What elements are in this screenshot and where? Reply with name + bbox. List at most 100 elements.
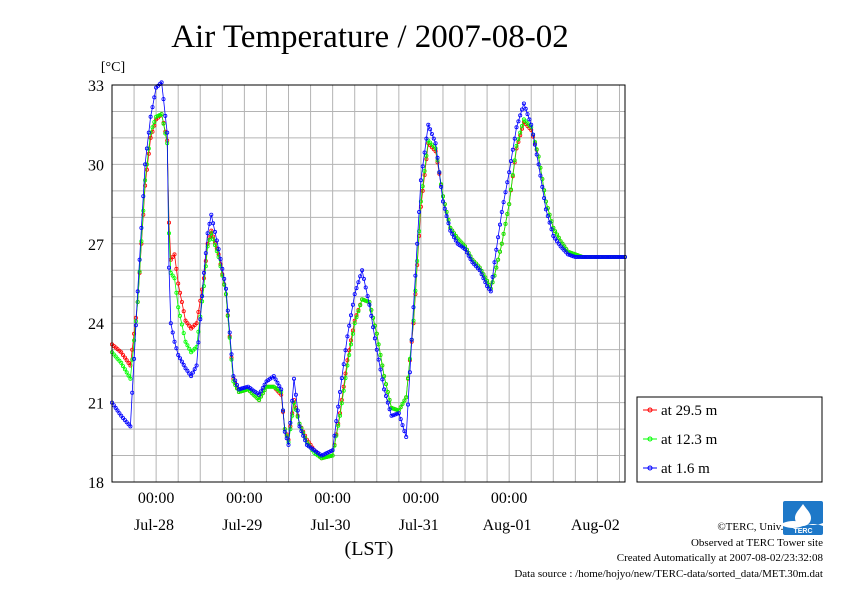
observed-site-text: Observed at TERC Tower site xyxy=(690,536,823,549)
data-point xyxy=(328,453,333,458)
legend-label: at 1.6 m xyxy=(661,461,710,477)
data-point xyxy=(356,280,361,285)
data-point xyxy=(404,434,409,439)
data-point xyxy=(569,253,574,258)
data-point xyxy=(284,436,289,441)
data-point xyxy=(159,112,164,117)
data-point xyxy=(244,385,249,390)
data-point xyxy=(512,136,517,141)
data-point xyxy=(176,305,181,310)
data-point xyxy=(440,194,445,199)
data-point xyxy=(365,299,370,304)
data-point xyxy=(269,384,274,389)
data-point xyxy=(420,184,425,189)
data-point xyxy=(582,254,587,259)
x-date-label: Jul-28 xyxy=(134,517,174,534)
data-point xyxy=(547,220,552,225)
data-point xyxy=(275,380,280,385)
legend-box xyxy=(636,396,823,483)
data-point xyxy=(339,376,344,381)
data-point xyxy=(159,80,164,85)
data-point xyxy=(181,309,186,314)
data-point xyxy=(400,423,405,428)
data-point xyxy=(402,398,407,403)
data-point xyxy=(595,254,600,259)
data-point xyxy=(400,401,405,406)
data-point xyxy=(555,239,560,244)
data-point xyxy=(183,366,188,371)
data-point xyxy=(358,274,363,279)
data-point xyxy=(227,330,232,335)
data-point xyxy=(350,302,355,307)
x-tick-label: 00:00 xyxy=(138,490,174,507)
x-date-label: Jul-30 xyxy=(311,517,351,534)
data-point xyxy=(187,346,192,351)
grid-lines xyxy=(112,85,625,482)
data-point xyxy=(325,450,330,455)
data-point xyxy=(490,280,495,285)
data-point xyxy=(599,254,604,259)
data-point xyxy=(141,194,146,199)
data-point xyxy=(132,356,137,361)
data-point xyxy=(205,231,210,236)
data-point xyxy=(442,202,447,207)
data-point xyxy=(291,376,296,381)
data-point xyxy=(505,211,510,216)
data-point xyxy=(187,323,192,328)
data-point xyxy=(196,309,201,314)
data-point xyxy=(181,362,186,367)
data-point xyxy=(385,400,390,405)
data-point xyxy=(385,389,390,394)
data-point xyxy=(201,270,206,275)
data-point xyxy=(130,390,135,395)
data-point xyxy=(426,122,431,127)
data-point xyxy=(527,117,532,122)
data-point xyxy=(185,368,190,373)
series-line xyxy=(111,113,625,459)
data-point xyxy=(490,274,495,279)
data-point xyxy=(510,172,515,177)
data-point xyxy=(396,408,401,413)
data-point xyxy=(497,249,502,254)
data-point xyxy=(282,429,287,434)
data-point xyxy=(553,229,558,234)
data-point xyxy=(194,321,199,326)
data-point xyxy=(507,170,512,175)
data-point xyxy=(174,290,179,295)
terc-logo: TERC xyxy=(783,501,823,535)
data-point xyxy=(231,374,236,379)
data-point xyxy=(257,392,262,397)
data-point xyxy=(137,257,142,262)
data-point xyxy=(128,376,133,381)
data-point xyxy=(382,374,387,379)
data-point xyxy=(319,453,324,458)
data-point xyxy=(415,258,420,263)
data-point xyxy=(494,247,499,252)
data-point xyxy=(330,448,335,453)
data-point xyxy=(295,408,300,413)
data-point xyxy=(124,358,129,363)
data-point xyxy=(177,313,182,318)
data-point xyxy=(143,178,148,183)
data-point xyxy=(176,281,181,286)
data-point xyxy=(286,442,291,447)
series-1 xyxy=(110,112,628,461)
data-point xyxy=(352,321,357,326)
data-point xyxy=(273,377,278,382)
data-point xyxy=(113,405,118,410)
data-point xyxy=(402,429,407,434)
data-point xyxy=(211,221,216,226)
data-point xyxy=(185,343,190,348)
data-point xyxy=(137,269,142,274)
data-point xyxy=(295,414,300,419)
data-point xyxy=(135,289,140,294)
data-point xyxy=(146,151,151,156)
data-point xyxy=(200,294,205,299)
data-point xyxy=(212,229,217,234)
data-point xyxy=(446,221,451,226)
y-unit-label: [°C] xyxy=(101,60,125,75)
data-point xyxy=(126,360,131,365)
data-point xyxy=(341,362,346,367)
data-point xyxy=(233,378,238,383)
